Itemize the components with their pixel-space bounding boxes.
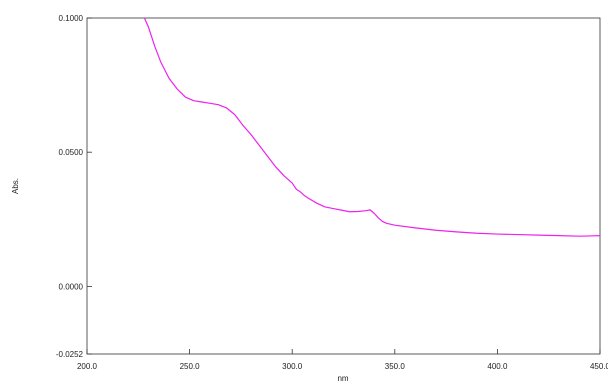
y-axis-label: Abs. bbox=[11, 178, 20, 194]
y-tick-label: 0.1000 bbox=[59, 14, 84, 23]
x-tick-label: 400.0 bbox=[487, 362, 508, 371]
y-tick-label: -0.0252 bbox=[56, 350, 84, 359]
ticks-layer bbox=[86, 17, 601, 355]
tick-labels-layer: 200.0 250.0 300.0 350.0 400.0 450.0 -0.0252 0.0… bbox=[56, 14, 608, 371]
x-axis-label: nm bbox=[337, 374, 348, 382]
y-tick-label: 0.0500 bbox=[59, 148, 84, 157]
plot-frame bbox=[86, 17, 601, 355]
y-tick-label: 0.0000 bbox=[59, 282, 84, 291]
x-tick-label: 250.0 bbox=[180, 362, 201, 371]
x-tick-label: 350.0 bbox=[385, 362, 406, 371]
x-tick-label: 300.0 bbox=[282, 362, 303, 371]
series-layer bbox=[143, 17, 601, 237]
absorbance-series-line bbox=[143, 17, 601, 237]
x-tick-label: 200.0 bbox=[77, 362, 98, 371]
x-tick-label: 450.0 bbox=[590, 362, 608, 371]
